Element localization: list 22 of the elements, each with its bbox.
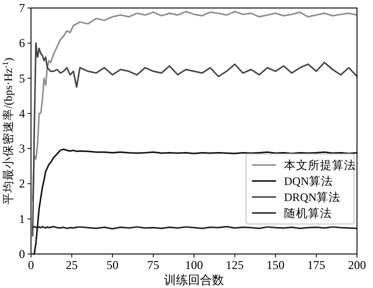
y-tick-label: 7	[19, 1, 25, 15]
legend-label: 随机算法	[284, 207, 332, 220]
x-tick-label: 125	[226, 258, 244, 272]
x-tick-label: 200	[348, 258, 366, 272]
legend-label: 本文所提算法	[284, 158, 356, 172]
y-tick-label: 4	[19, 106, 25, 120]
x-tick-label: 25	[66, 258, 78, 272]
x-tick-label: 175	[307, 258, 326, 272]
y-tick-label: 2	[19, 176, 25, 191]
y-tick-label: 0	[19, 247, 25, 261]
x-tick-label: 150	[266, 258, 284, 272]
x-tick-label: 75	[147, 258, 160, 272]
y-tick-label: 5	[19, 71, 25, 86]
y-tick-label: 6	[19, 36, 25, 50]
y-tick-label: 1	[19, 212, 25, 226]
x-tick-label: 100	[185, 258, 203, 272]
x-tick-label: 0	[28, 258, 34, 272]
legend-label: DRQN算法	[284, 191, 341, 204]
x-axis-title: 训练回合数	[164, 273, 224, 287]
x-tick-label: 50	[106, 258, 118, 272]
y-tick-label: 3	[19, 142, 25, 156]
legend-label: DQN算法	[284, 175, 333, 188]
